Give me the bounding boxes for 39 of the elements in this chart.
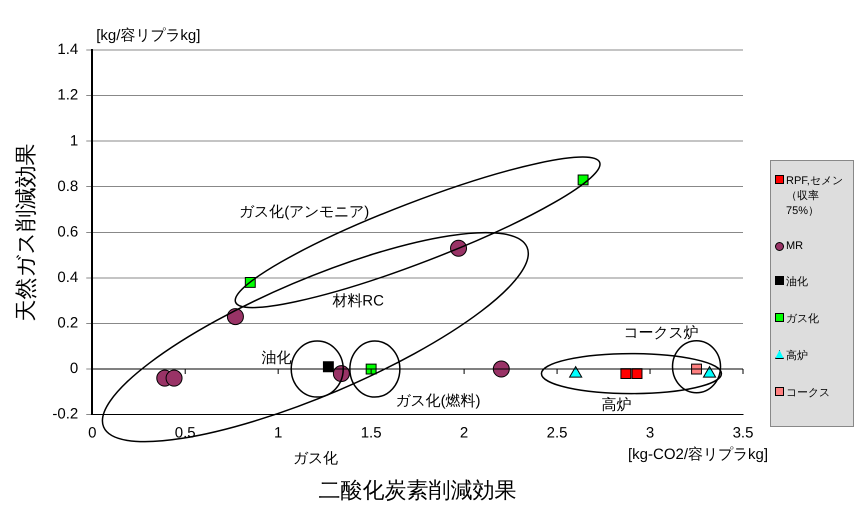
y-tick-label: 0 (70, 360, 78, 378)
x-tick-label: 2 (460, 424, 468, 442)
y-axis-title: 天然ガス削減効果 (14, 143, 39, 322)
point (226, 308, 244, 326)
text: [kg/容リプラkg] (96, 26, 200, 45)
x-tick-label: 3 (646, 424, 654, 442)
y-tick-label: 1.2 (57, 86, 78, 104)
legend-label: コークス (786, 386, 830, 400)
point (492, 360, 510, 378)
legend-label: 高炉 (786, 348, 808, 363)
legend-label: 油化 (786, 275, 808, 289)
y-tick-label: 1.4 (57, 41, 78, 58)
x-tick-label: 1 (274, 424, 282, 442)
y-tick-label: 0.6 (57, 223, 78, 240)
y-tick-label: 0.2 (57, 314, 78, 332)
y-tick-label: 1 (70, 132, 78, 150)
y-tick-label: -0.2 (52, 406, 78, 423)
x-tick-label: 0 (88, 424, 96, 442)
annotation: 材料RC (332, 291, 384, 310)
y-tick-label: 0.8 (57, 178, 78, 195)
text: [kg-CO2/容リプラkg] (628, 444, 768, 464)
y-tick-label: 0.4 (57, 269, 78, 286)
legend-label: ガス化 (786, 312, 819, 326)
text: ガス化 (293, 448, 338, 468)
legend-label: MR (786, 240, 804, 252)
x-tick-label: 2.5 (546, 424, 568, 442)
point (620, 368, 632, 380)
annotation: ガス化(アンモニア) (239, 202, 370, 222)
annotation: 高炉 (602, 396, 632, 415)
annotation: 油化 (261, 348, 292, 368)
point (632, 368, 642, 380)
point (691, 364, 702, 374)
x-axis-title: 二酸化炭素削減効果 (318, 478, 517, 504)
annotation: ガス化(燃料) (396, 391, 481, 410)
x-tick-label: 1.5 (360, 424, 382, 442)
legend-label: RPF,セメン（収率75%） (786, 174, 844, 218)
point (166, 370, 183, 387)
x-tick-label: 3.5 (732, 424, 754, 442)
annotation: コークス炉 (624, 323, 699, 342)
